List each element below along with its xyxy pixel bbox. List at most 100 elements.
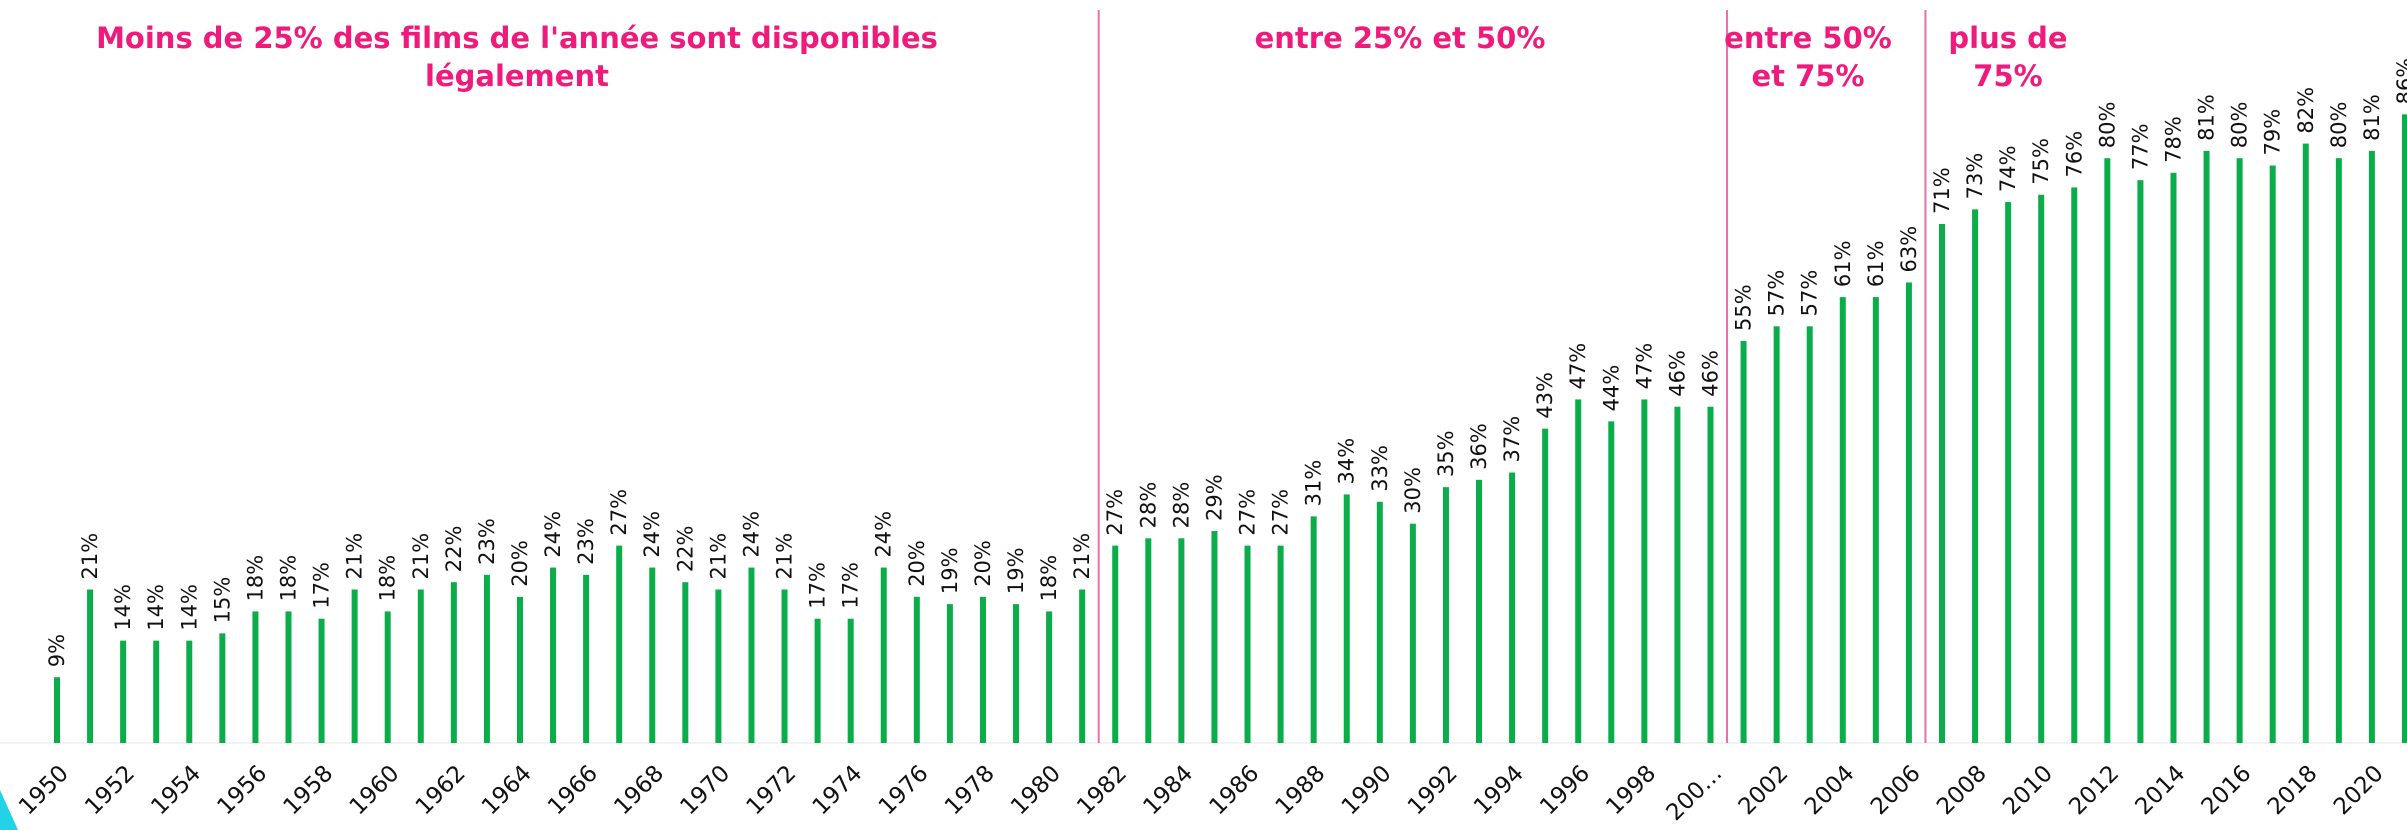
value-label: 30% <box>1401 467 1425 514</box>
bar <box>516 596 523 743</box>
bar <box>781 589 788 743</box>
bar <box>715 589 722 743</box>
value-label: 20% <box>905 540 929 587</box>
bar <box>252 611 259 743</box>
value-label: 20% <box>971 540 995 587</box>
bar <box>1145 538 1152 743</box>
value-label: 44% <box>1599 365 1623 412</box>
x-tick-label: 1988 <box>1271 760 1331 820</box>
value-label: 27% <box>1103 489 1127 536</box>
bar <box>2170 172 2177 743</box>
bar <box>1674 406 1681 743</box>
bar <box>450 582 457 743</box>
value-label: 14% <box>177 584 201 631</box>
x-tick-label: 2006 <box>1866 760 1926 820</box>
value-label: 17% <box>839 562 863 609</box>
value-label: 19% <box>938 547 962 594</box>
x-tick-label: 1950 <box>14 760 74 820</box>
bar <box>2401 114 2407 744</box>
value-label: 22% <box>442 525 466 572</box>
value-label: 21% <box>706 533 730 580</box>
bar <box>1641 399 1648 743</box>
value-label: 14% <box>111 584 135 631</box>
value-label: 71% <box>1930 167 1954 214</box>
bar <box>1442 487 1449 743</box>
bar <box>2038 194 2045 743</box>
annotation: plus de <box>1948 21 2067 55</box>
x-tick-label: 1976 <box>874 760 934 820</box>
bar <box>54 677 60 743</box>
bar <box>1178 538 1185 743</box>
x-tick-label: 1984 <box>1138 760 1198 820</box>
bar <box>946 604 953 743</box>
bar <box>682 582 689 743</box>
bar <box>285 611 292 743</box>
bar <box>1575 399 1582 743</box>
annotation: entre 25% et 50% <box>1255 21 1546 55</box>
bar <box>2137 180 2144 743</box>
bar <box>2335 158 2342 743</box>
bar <box>2236 158 2243 743</box>
bar <box>2104 158 2111 743</box>
x-tick-label: 2016 <box>2197 760 2257 820</box>
x-tick-label: 2020 <box>2329 760 2389 820</box>
bar <box>219 633 226 743</box>
x-tick-label: 1968 <box>609 760 669 820</box>
value-label: 34% <box>1335 438 1359 485</box>
value-label: 57% <box>1765 270 1789 317</box>
bar <box>1806 326 1813 743</box>
value-label: 47% <box>1566 343 1590 390</box>
x-tick-label: 1960 <box>345 760 405 820</box>
bar <box>913 596 920 743</box>
x-tick-label: 2014 <box>2131 760 2191 820</box>
annotation: entre 50% <box>1724 21 1892 55</box>
bar <box>1409 523 1416 743</box>
value-label: 81% <box>2195 94 2219 141</box>
bar <box>1013 604 1020 743</box>
x-tick-label: 1952 <box>80 760 140 820</box>
bar <box>583 574 590 743</box>
x-tick-label: 2010 <box>1998 760 2058 820</box>
bar <box>318 618 325 743</box>
x-tick-label: 1986 <box>1205 760 1265 820</box>
value-label: 28% <box>1136 482 1160 529</box>
value-label: 27% <box>1236 489 1260 536</box>
x-tick-label: 1970 <box>675 760 735 820</box>
bar <box>120 640 127 743</box>
value-label: 35% <box>1434 430 1458 477</box>
value-label: 27% <box>1269 489 1293 536</box>
bar <box>417 589 424 743</box>
value-label: 24% <box>872 511 896 558</box>
bar <box>1872 297 1879 743</box>
bar <box>2368 150 2375 743</box>
x-tick-label: 1956 <box>212 760 272 820</box>
x-tick-label: 1966 <box>543 760 603 820</box>
x-tick-label: 1990 <box>1337 760 1397 820</box>
value-label: 33% <box>1368 445 1392 492</box>
bar <box>1542 428 1549 743</box>
value-label: 46% <box>1665 350 1689 397</box>
bar <box>1310 516 1317 743</box>
bar <box>483 574 490 743</box>
value-label: 19% <box>1004 547 1028 594</box>
value-label: 80% <box>2327 102 2351 149</box>
bar <box>87 589 94 743</box>
value-label: 55% <box>1732 284 1756 331</box>
bar <box>649 567 656 743</box>
value-label: 80% <box>2095 102 2119 149</box>
bar <box>1244 545 1251 743</box>
value-label: 24% <box>739 511 763 558</box>
annotation: 75% <box>1973 59 2042 93</box>
bar <box>616 545 623 743</box>
value-label: 23% <box>574 518 598 565</box>
value-label: 21% <box>78 533 102 580</box>
x-tick-label: 1962 <box>411 760 471 820</box>
value-label: 22% <box>673 525 697 572</box>
value-label: 15% <box>210 577 234 624</box>
annotation: légalement <box>425 59 609 93</box>
bar <box>979 596 986 743</box>
bar <box>2203 150 2210 743</box>
value-label: 37% <box>1500 416 1524 463</box>
bar <box>1773 326 1780 743</box>
x-tick-label: 1982 <box>1072 760 1132 820</box>
